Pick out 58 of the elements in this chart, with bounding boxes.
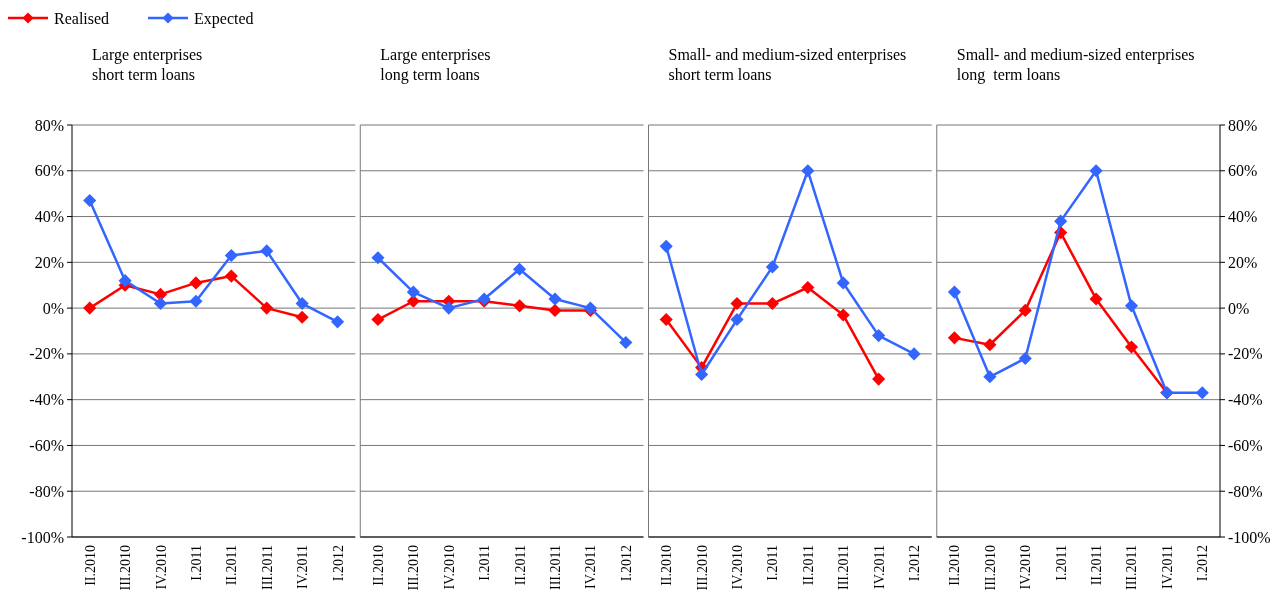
x-tick-label: II.2010 — [659, 545, 675, 586]
chart-title: Small- and medium-sized enterprises short term loans — [668, 46, 907, 83]
x-tick-label: II.2011 — [512, 545, 528, 586]
y2-tick-label: 0% — [1228, 299, 1250, 317]
x-tick-label: IV.2011 — [583, 545, 599, 589]
x-tick-label: II.2011 — [224, 545, 240, 586]
x-tick-label: III.2010 — [406, 545, 422, 591]
x-tick-label: III.2011 — [259, 545, 275, 590]
x-tick-label: I.2012 — [1195, 545, 1211, 582]
chart-title: Large enterprises short term loans — [92, 46, 203, 83]
x-tick-label: I.2011 — [188, 545, 204, 581]
y2-tick-label: 40% — [1228, 208, 1258, 226]
y-tick-label: -100% — [21, 528, 64, 546]
x-tick-label: II.2011 — [1089, 545, 1105, 586]
x-tick-label: III.2011 — [547, 545, 563, 590]
y-tick-label: -80% — [29, 482, 64, 500]
x-tick-label: IV.2011 — [295, 545, 311, 589]
y2-tick-label: 80% — [1228, 116, 1258, 134]
x-tick-label: I.2011 — [1053, 545, 1069, 581]
y2-tick-label: -20% — [1228, 345, 1263, 363]
x-tick-label: I.2012 — [618, 545, 634, 582]
x-tick-label: I.2012 — [330, 545, 346, 582]
y-tick-label: 20% — [34, 253, 64, 271]
x-tick-label: III.2010 — [118, 545, 134, 591]
y-tick-label: 80% — [34, 116, 64, 134]
y-tick-label: -40% — [29, 391, 64, 409]
y-tick-label: -60% — [29, 437, 64, 455]
x-tick-label: II.2010 — [370, 545, 386, 586]
y2-tick-label: -100% — [1228, 528, 1271, 546]
x-tick-label: III.2010 — [694, 545, 710, 591]
x-tick-label: I.2012 — [907, 545, 923, 582]
chart-title: Large enterprises long term loans — [380, 46, 491, 84]
x-tick-label: III.2011 — [836, 545, 852, 590]
y2-tick-label: -80% — [1228, 482, 1263, 500]
x-tick-label: IV.2010 — [1018, 545, 1034, 590]
y2-tick-label: 60% — [1228, 162, 1258, 180]
y2-tick-label: 20% — [1228, 253, 1258, 271]
y-tick-label: -20% — [29, 345, 64, 363]
x-tick-label: IV.2011 — [1159, 545, 1175, 589]
chart-title: Small- and medium-sized enterprises long term loans — [956, 46, 1195, 84]
x-tick-label: IV.2010 — [441, 545, 457, 590]
x-tick-label: IV.2011 — [871, 545, 887, 589]
x-tick-label: I.2011 — [765, 545, 781, 581]
y-tick-label: 60% — [34, 162, 64, 180]
x-tick-label: III.2011 — [1124, 545, 1140, 590]
legend-label: Realised — [54, 9, 110, 27]
x-tick-label: I.2011 — [477, 545, 493, 581]
y2-tick-label: -40% — [1228, 391, 1263, 409]
legend-label: Expected — [194, 9, 254, 28]
y-tick-label: 40% — [34, 208, 64, 226]
x-tick-label: II.2010 — [82, 545, 98, 586]
x-tick-label: II.2011 — [800, 545, 816, 586]
x-tick-label: IV.2010 — [153, 545, 169, 590]
x-tick-label: IV.2010 — [730, 545, 746, 590]
x-tick-label: III.2010 — [982, 545, 998, 591]
y2-tick-label: -60% — [1228, 437, 1263, 455]
y-tick-label: 0% — [42, 299, 64, 317]
x-tick-label: II.2010 — [947, 545, 963, 586]
